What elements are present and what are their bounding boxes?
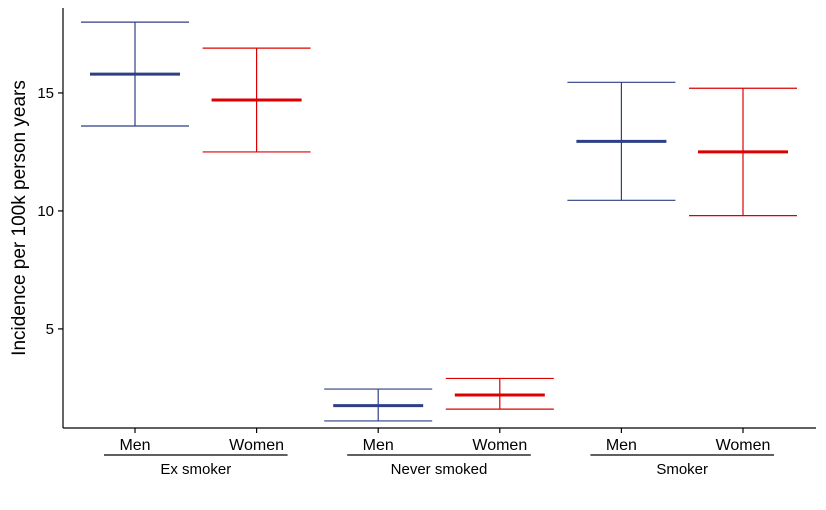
x-category-labels: Men Women Ex smoker Men Women Never smoked Men… [104,428,774,478]
group-label: Smoker [656,461,708,478]
y-tick-label: 5 [46,321,54,338]
group-label: Ex smoker [160,461,231,478]
group-label: Never smoked [391,461,488,478]
error-bars [81,21,797,422]
y-ticks: 5 10 15 [37,85,63,338]
x-category-label: Women [716,437,771,454]
x-category-label: Men [606,437,637,454]
axes [62,8,816,429]
x-category-label: Women [472,437,527,454]
y-tick-label: 10 [37,203,54,220]
error-bar-never-smoked-women [445,377,554,410]
error-bar-ex-smoker-men [81,21,189,127]
y-axis-title: Incidence per 100k person years [9,80,30,356]
error-bar-smoker-men [567,81,676,201]
x-category-label: Women [229,437,284,454]
error-bar-smoker-women [689,87,797,217]
error-bar-ex-smoker-women [202,47,311,153]
x-category-label: Men [119,437,150,454]
error-bar-never-smoked-men [324,388,433,422]
y-tick-label: 15 [37,85,54,102]
x-category-label: Men [363,437,394,454]
